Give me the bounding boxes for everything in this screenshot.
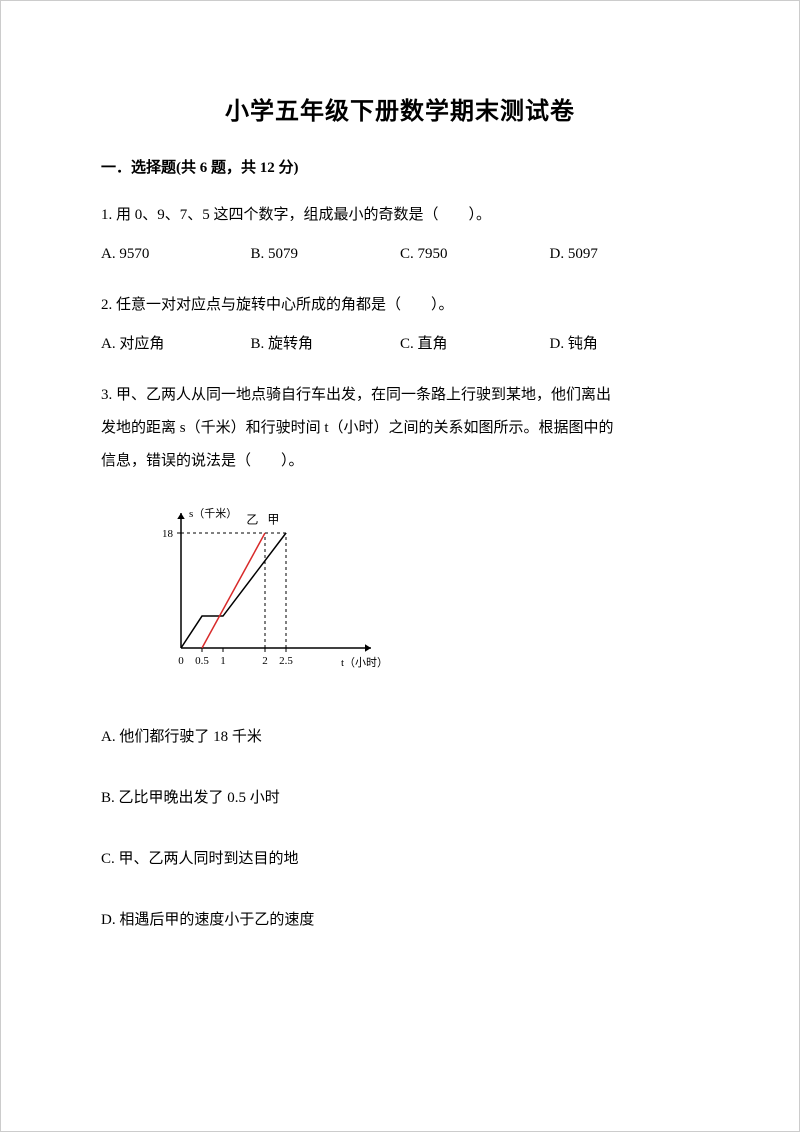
q1-option-d: D. 5097 (550, 238, 700, 271)
distance-time-chart: s（千米） t（小时） 0 0.5 1 2 2.5 18 甲乙 (131, 498, 699, 691)
svg-text:乙: 乙 (246, 512, 258, 526)
svg-text:甲: 甲 (267, 512, 279, 526)
svg-text:1: 1 (220, 655, 226, 667)
question-3-options: A. 他们都行驶了 18 千米 B. 乙比甲晚出发了 0.5 小时 C. 甲、乙… (101, 721, 699, 965)
question-2-text: 2. 任意一对对应点与旋转中心所成的角都是（ ）。 (101, 289, 699, 322)
page: 小学五年级下册数学期末测试卷 一．选择题(共 6 题，共 12 分) 1. 用 … (1, 1, 799, 1043)
q2-option-c: C. 直角 (400, 328, 550, 361)
svg-text:s（千米）: s（千米） (189, 507, 237, 520)
question-3: 3. 甲、乙两人从同一地点骑自行车出发，在同一条路上行驶到某地，他们离出 发地的… (101, 379, 699, 965)
q1-option-b: B. 5079 (251, 238, 401, 271)
q1-option-c: C. 7950 (400, 238, 550, 271)
page-title: 小学五年级下册数学期末测试卷 (101, 91, 699, 126)
q2-option-d: D. 钝角 (550, 328, 700, 361)
svg-text:18: 18 (162, 528, 174, 540)
svg-text:0: 0 (178, 655, 184, 667)
chart-svg: s（千米） t（小时） 0 0.5 1 2 2.5 18 甲乙 (131, 498, 391, 678)
q1-option-a: A. 9570 (101, 238, 251, 271)
q2-option-b: B. 旋转角 (251, 328, 401, 361)
q3-option-c: C. 甲、乙两人同时到达目的地 (101, 843, 699, 876)
q3-option-b: B. 乙比甲晚出发了 0.5 小时 (101, 782, 699, 815)
svg-text:t（小时）: t（小时） (341, 656, 388, 669)
q3-line3: 信息，错误的说法是（ ）。 (101, 445, 699, 478)
q3-line2: 发地的距离 s（千米）和行驶时间 t（小时）之间的关系如图所示。根据图中的 (101, 412, 699, 445)
question-2-options: A. 对应角 B. 旋转角 C. 直角 D. 钝角 (101, 328, 699, 361)
question-1-options: A. 9570 B. 5079 C. 7950 D. 5097 (101, 238, 699, 271)
q2-option-a: A. 对应角 (101, 328, 251, 361)
svg-text:0.5: 0.5 (195, 655, 209, 667)
question-1-text: 1. 用 0、9、7、5 这四个数字，组成最小的奇数是（ ）。 (101, 199, 699, 232)
question-2: 2. 任意一对对应点与旋转中心所成的角都是（ ）。 A. 对应角 B. 旋转角 … (101, 289, 699, 361)
svg-text:2.5: 2.5 (279, 655, 293, 667)
section-header: 一．选择题(共 6 题，共 12 分) (101, 156, 699, 177)
q3-option-a: A. 他们都行驶了 18 千米 (101, 721, 699, 754)
question-3-text: 3. 甲、乙两人从同一地点骑自行车出发，在同一条路上行驶到某地，他们离出 发地的… (101, 379, 699, 478)
q3-option-d: D. 相遇后甲的速度小于乙的速度 (101, 904, 699, 937)
question-1: 1. 用 0、9、7、5 这四个数字，组成最小的奇数是（ ）。 A. 9570 … (101, 199, 699, 271)
q3-line1: 3. 甲、乙两人从同一地点骑自行车出发，在同一条路上行驶到某地，他们离出 (101, 379, 699, 412)
svg-text:2: 2 (262, 655, 268, 667)
